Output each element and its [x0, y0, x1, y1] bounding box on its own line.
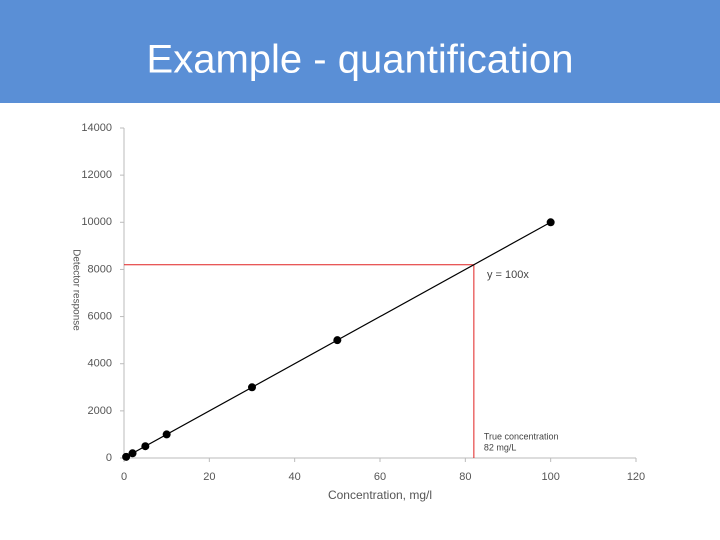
reading-label: 82 mg/L — [484, 442, 517, 452]
y-tick-label: 0 — [106, 452, 112, 464]
y-tick-label: 4000 — [88, 358, 112, 370]
x-tick-label: 0 — [121, 471, 127, 483]
x-tick-label: 80 — [459, 471, 471, 483]
reading-label: True concentration — [484, 431, 559, 441]
x-tick-label: 60 — [374, 471, 386, 483]
y-tick-label: 10000 — [81, 216, 112, 228]
point — [546, 218, 555, 227]
point — [128, 449, 137, 458]
point — [122, 452, 131, 461]
y-tick-label: 12000 — [81, 169, 112, 181]
y-axis-label: Detector response — [70, 249, 81, 331]
y-tick-label: 2000 — [88, 405, 112, 417]
y-tick-label: 6000 — [88, 310, 112, 322]
x-tick-label: 20 — [203, 471, 215, 483]
point — [162, 430, 171, 439]
x-tick-label: 40 — [289, 471, 301, 483]
x-tick-label: 120 — [627, 471, 645, 483]
x-tick-label: 100 — [541, 471, 559, 483]
point — [333, 336, 342, 345]
y-tick-label: 8000 — [88, 263, 112, 275]
point — [141, 442, 150, 451]
slide-title: Example - quantification — [147, 38, 574, 82]
x-axis-label: Concentration, mg/l — [328, 488, 432, 502]
y-tick-label: 14000 — [81, 122, 112, 134]
trendline-label: y = 100x — [487, 269, 529, 281]
point — [248, 383, 256, 392]
header-bar — [0, 0, 720, 103]
